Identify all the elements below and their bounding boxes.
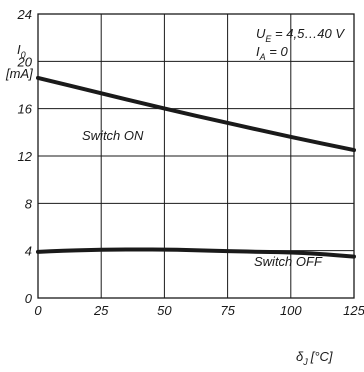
y-tick-label: 4 <box>25 244 32 259</box>
y-tick-label: 16 <box>18 102 33 117</box>
annotation-1-main: U <box>256 26 266 41</box>
series-line-switch-on <box>36 75 356 153</box>
y-tick-label: 20 <box>17 54 33 69</box>
x-tick-label: 0 <box>34 303 42 318</box>
annotation-2-main: I <box>256 44 260 59</box>
annotation-output-current: IA = 0 <box>256 44 288 62</box>
series-line-switch-off <box>36 247 356 259</box>
x-tick-label: 25 <box>93 303 109 318</box>
x-axis-label-main: δ <box>296 349 304 364</box>
x-axis-label: δJ [°C] <box>296 349 333 367</box>
x-tick-label: 125 <box>343 303 364 318</box>
y-axis-label-sub: 0 <box>21 50 26 60</box>
y-axis-unit: [mA] <box>5 66 33 81</box>
x-tick-label: 50 <box>157 303 172 318</box>
series-label-switch-off: Switch OFF <box>254 254 323 269</box>
series-label-switch-on: Switch ON <box>82 128 144 143</box>
annotation-supply-voltage: UE = 4,5…40 V <box>256 26 345 44</box>
y-axis-label: I0 <box>17 42 26 60</box>
annotation-1-sub: E <box>265 34 272 44</box>
series-lines <box>36 75 356 259</box>
tick-labels: 0 25 50 75 100 125 0 4 8 12 16 20 24 <box>17 7 364 318</box>
y-tick-label: 0 <box>25 291 33 306</box>
x-axis-label-sub: J <box>302 357 308 367</box>
annotation-1-rest: = 4,5…40 V <box>271 26 345 41</box>
x-tick-label: 75 <box>220 303 235 318</box>
plot-frame <box>37 13 355 299</box>
annotation-2-rest: = 0 <box>266 44 289 59</box>
y-tick-label: 12 <box>18 149 33 164</box>
y-tick-label: 24 <box>17 7 32 22</box>
y-tick-label: 8 <box>25 196 33 211</box>
x-axis-label-unit: [°C] <box>310 349 333 364</box>
x-tick-label: 100 <box>280 303 302 318</box>
y-axis-label-main: I <box>17 42 21 57</box>
annotation-2-sub: A <box>259 52 266 62</box>
